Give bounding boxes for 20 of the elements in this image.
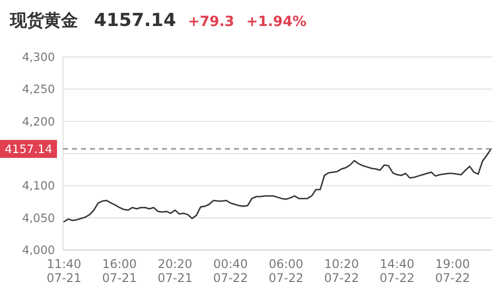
y-tick-label: 4,200 — [22, 114, 55, 128]
text: 4157.14 — [94, 10, 176, 31]
x-tick-label: 00:40 07-22 — [213, 257, 248, 285]
y-tick-label: 4,300 — [22, 50, 55, 64]
x-tick-label: 19:00 07-22 — [435, 257, 470, 285]
y-tick-label: 4,050 — [22, 210, 55, 225]
y-tick-label: 4,100 — [22, 178, 55, 193]
x-tick-label: 06:00 07-22 — [268, 257, 304, 285]
y-tick-label: 4,000 — [22, 243, 55, 258]
line-series — [63, 148, 492, 222]
x-tick-label: 10:20 07-22 — [324, 257, 359, 285]
text: +79.3 — [188, 14, 234, 30]
x-tick-label: 14:40 07-22 — [380, 257, 414, 285]
x-tick-label: 20:20 07-21 — [158, 257, 192, 285]
y-tick-label: 4,250 — [22, 82, 55, 96]
text: +1.94% — [246, 14, 307, 30]
x-tick-label: 11:40 07-21 — [46, 257, 82, 285]
x-tick-label: 16:00 07-21 — [102, 257, 137, 285]
chart-title: 现货黄金 — [10, 11, 78, 31]
ref-line-label: 4157.14 — [4, 142, 52, 156]
